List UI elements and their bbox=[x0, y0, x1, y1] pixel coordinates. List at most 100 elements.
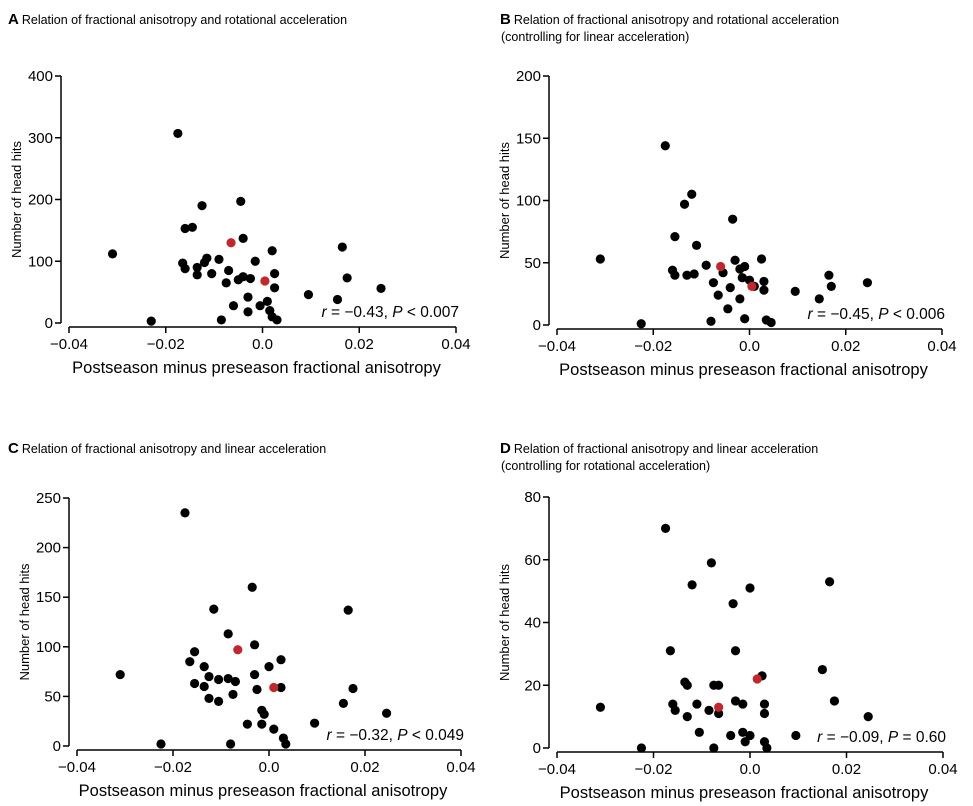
y-tick-label: 40 bbox=[524, 615, 541, 632]
data-point bbox=[382, 708, 392, 718]
correlation-annotation: r = −0.43, P < 0.007 bbox=[322, 304, 459, 321]
data-point bbox=[725, 283, 735, 293]
data-point bbox=[682, 680, 692, 690]
data-point bbox=[694, 727, 704, 737]
x-tick-label: −0.02 bbox=[634, 338, 672, 355]
data-point bbox=[226, 739, 236, 749]
data-point bbox=[262, 296, 272, 306]
data-point bbox=[723, 304, 733, 314]
data-point bbox=[250, 640, 260, 650]
data-point bbox=[862, 278, 873, 288]
x-tick-label: 0.02 bbox=[831, 338, 860, 355]
data-point bbox=[814, 294, 824, 304]
data-point bbox=[660, 523, 671, 533]
data-point bbox=[745, 583, 755, 593]
y-tick-label: 50 bbox=[524, 255, 541, 272]
data-point bbox=[636, 319, 646, 329]
y-axis-label: Number of head hits bbox=[497, 563, 512, 681]
data-point bbox=[230, 676, 240, 687]
data-point bbox=[740, 737, 750, 747]
data-point bbox=[687, 189, 697, 199]
data-point bbox=[264, 662, 274, 672]
data-point bbox=[228, 689, 238, 700]
panel-d: D Relation of fractional anisotropy and l… bbox=[497, 440, 958, 802]
data-point bbox=[728, 214, 738, 224]
data-point bbox=[223, 629, 233, 639]
data-point bbox=[824, 270, 834, 280]
data-point bbox=[269, 724, 279, 734]
y-tick-label: 50 bbox=[44, 688, 61, 705]
x-tick-label: −0.04 bbox=[58, 759, 96, 776]
data-point bbox=[738, 727, 748, 737]
y-tick-label: 0 bbox=[53, 738, 61, 755]
data-point bbox=[250, 256, 260, 266]
data-point bbox=[199, 662, 209, 672]
panel-b: B Relation of fractional anisotropy and r… bbox=[497, 11, 957, 379]
x-tick-label: −0.02 bbox=[154, 759, 192, 776]
panel-title-line: Relation of fractional anisotropy and li… bbox=[22, 442, 326, 456]
data-point bbox=[759, 708, 770, 719]
x-tick-label: −0.04 bbox=[538, 761, 576, 778]
data-point bbox=[216, 315, 226, 325]
data-point bbox=[238, 272, 248, 282]
x-tick-label: 0.02 bbox=[350, 759, 379, 776]
data-point bbox=[343, 605, 353, 615]
x-tick-label: −0.04 bbox=[538, 338, 576, 355]
highlight-point bbox=[233, 645, 243, 655]
data-point bbox=[730, 696, 741, 706]
data-point bbox=[338, 698, 348, 708]
data-point bbox=[269, 269, 280, 279]
highlight-point bbox=[260, 276, 270, 286]
highlight-point bbox=[269, 682, 279, 693]
highlight-point bbox=[714, 702, 724, 712]
data-point bbox=[303, 289, 314, 300]
data-point bbox=[825, 577, 835, 587]
data-point bbox=[259, 709, 269, 719]
data-point bbox=[713, 290, 723, 300]
x-tick-label: 0.04 bbox=[927, 338, 956, 355]
panel-title-line: Relation of fractional anisotropy and li… bbox=[514, 442, 818, 456]
data-point bbox=[180, 508, 190, 518]
panel-title: A Relation of fractional anisotropy and r… bbox=[8, 11, 347, 28]
data-point bbox=[714, 680, 724, 690]
data-point bbox=[670, 705, 680, 715]
data-point bbox=[281, 739, 291, 749]
y-tick-label: 60 bbox=[524, 552, 541, 569]
data-point bbox=[223, 673, 233, 684]
highlight-point bbox=[752, 674, 762, 684]
data-point bbox=[236, 196, 246, 206]
x-tick-label: −0.04 bbox=[50, 336, 88, 353]
y-axis-label: Number of head hits bbox=[17, 563, 32, 681]
data-point bbox=[817, 664, 827, 675]
data-point bbox=[252, 684, 262, 695]
data-point bbox=[740, 261, 750, 272]
data-point bbox=[376, 283, 386, 294]
data-point bbox=[756, 254, 767, 264]
x-tick-label: 0.0 bbox=[252, 336, 273, 353]
data-point bbox=[740, 314, 750, 324]
data-point bbox=[180, 264, 190, 274]
data-point bbox=[709, 743, 719, 753]
data-point bbox=[228, 301, 239, 311]
data-point bbox=[202, 253, 212, 263]
data-point bbox=[190, 647, 200, 657]
data-point bbox=[791, 730, 801, 741]
y-tick-label: 200 bbox=[36, 540, 61, 557]
data-point bbox=[745, 730, 755, 741]
panel-title: C Relation of fractional anisotropy and l… bbox=[8, 440, 326, 457]
data-point bbox=[255, 301, 265, 311]
y-tick-label: 100 bbox=[516, 193, 541, 210]
y-tick-label: 250 bbox=[36, 490, 61, 507]
data-point bbox=[204, 671, 214, 682]
data-point bbox=[706, 558, 717, 568]
x-tick-label: 0.04 bbox=[441, 336, 470, 353]
data-point bbox=[636, 743, 647, 753]
data-point bbox=[242, 719, 252, 729]
data-point bbox=[790, 286, 800, 296]
x-axis-label: Postseason minus preseason fractional an… bbox=[72, 359, 441, 377]
correlation-annotation: r = −0.32, P < 0.049 bbox=[327, 727, 464, 744]
panel-a: A Relation of fractional anisotropy and r… bbox=[8, 11, 471, 377]
data-point bbox=[691, 240, 702, 250]
data-point bbox=[269, 283, 280, 293]
y-tick-label: 300 bbox=[28, 130, 53, 147]
